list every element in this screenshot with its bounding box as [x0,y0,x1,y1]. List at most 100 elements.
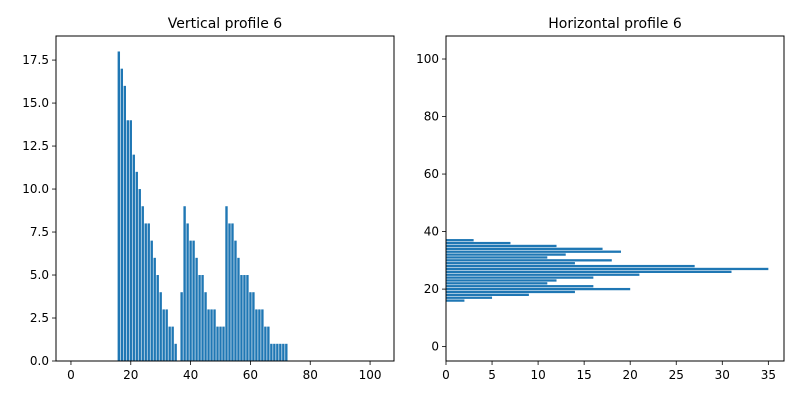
x-tick-label: 80 [303,368,318,382]
bar [270,343,273,361]
y-tick-label: 7.5 [30,225,49,239]
bar [147,223,150,361]
bar [225,206,228,361]
x-tick-label: 20 [623,368,638,382]
bar [446,239,474,242]
chart-title: Horizontal profile 6 [548,16,682,32]
vertical-profile-chart: Vertical profile 6 0 20 40 60 80 100 0.0 2.5 5.… [22,16,395,382]
bar [446,247,603,250]
bar [255,309,258,361]
bar [446,290,575,294]
x-tick-label: 100 [359,368,382,382]
bar [446,244,557,248]
bar [183,206,186,361]
bar [252,292,255,361]
bar [240,275,243,361]
chart-title: Vertical profile 6 [168,16,283,32]
y-tick-label: 0.0 [30,354,49,368]
bar [201,275,204,361]
bar [446,241,511,245]
y-tick-label: 40 [424,225,439,239]
bar [156,275,159,361]
bar [258,309,261,361]
bar [165,309,168,361]
bar [234,240,237,361]
bar [446,279,557,282]
y-tick-label: 5.0 [30,268,49,282]
y-tick-label: 0 [431,340,439,354]
bar [237,257,240,361]
y-axis-ticks: 0.0 2.5 5.0 7.5 10.0 12.5 15.0 17.5 [22,53,56,368]
x-tick-label: 5 [488,368,496,382]
bar [132,154,135,361]
x-tick-label: 30 [715,368,730,382]
bar [174,343,177,361]
bar [231,223,234,361]
bar [195,257,198,361]
x-tick-label: 0 [442,368,450,382]
plot-frame [445,35,785,362]
bar [219,326,222,361]
y-tick-label: 17.5 [22,53,49,67]
y-tick-label: 15.0 [22,96,49,110]
bar [446,287,631,291]
bar-series [117,51,288,361]
bar [446,299,465,302]
y-tick-label: 2.5 [30,311,49,325]
y-axis-ticks: 0 20 40 60 80 100 [416,52,446,354]
y-tick-label: 12.5 [22,139,49,153]
bar [446,250,621,253]
bar [446,264,695,268]
bar [446,259,612,262]
bar [261,309,264,361]
x-tick-label: 25 [669,368,684,382]
bar [279,343,282,361]
bar [180,292,183,361]
bar [446,267,769,271]
bar [135,171,138,361]
bar [243,275,246,361]
bar [446,282,548,285]
bar [144,223,147,361]
y-tick-label: 10.0 [22,182,49,196]
bar [129,120,132,361]
plot-frame [55,35,395,362]
bar [446,276,594,279]
x-tick-label: 15 [577,368,592,382]
bar [446,253,566,256]
bar [204,292,207,361]
bar [276,343,279,361]
bar [159,292,162,361]
bar [171,326,174,361]
bar [264,326,267,361]
bar [228,223,231,361]
bar [446,262,575,265]
bar [249,292,252,361]
bar [446,293,529,296]
y-tick-label: 100 [416,52,439,66]
bar [213,309,216,361]
bar [168,326,171,361]
bar [141,206,144,361]
bar [189,240,192,361]
x-axis-ticks: 0 5 10 15 20 25 30 35 [442,361,776,382]
bar [446,256,548,259]
bar [150,240,153,361]
x-tick-label: 0 [67,368,75,382]
bar [117,51,121,361]
y-tick-label: 80 [424,110,439,124]
x-tick-label: 10 [530,368,545,382]
bar [192,240,195,361]
horizontal-profile-chart: Horizontal profile 6 0 5 10 15 20 25 30 35 0 20 4… [416,16,785,382]
bar [267,326,270,361]
bar [446,285,594,288]
bar [153,257,156,361]
y-tick-label: 60 [424,167,439,181]
bar [162,309,165,361]
bar [126,120,129,361]
bar [446,270,732,273]
bar [273,343,276,361]
bar [138,189,141,361]
bar-series [446,239,769,302]
bar [123,85,126,361]
